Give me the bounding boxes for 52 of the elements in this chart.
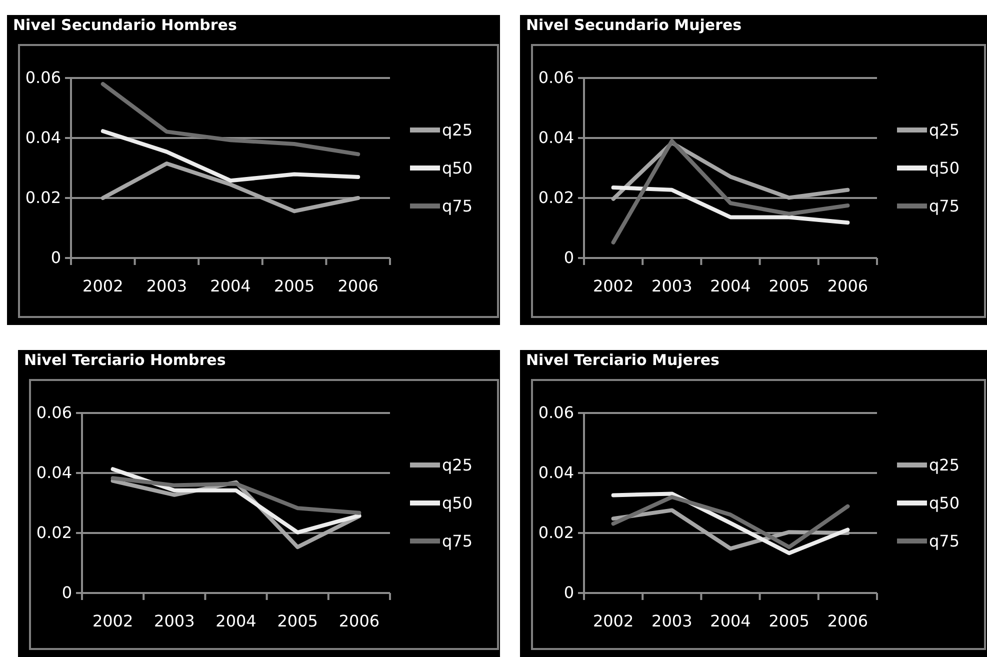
x-tick-label: 2005 — [277, 611, 318, 630]
y-tick-label: 0.04 — [538, 128, 574, 148]
y-tick-label: 0.04 — [25, 128, 61, 148]
legend-label: q75 — [929, 196, 960, 216]
y-tick-label: 0.04 — [36, 463, 72, 482]
legend-label: q50 — [442, 158, 473, 178]
x-tick-label: 2002 — [82, 276, 124, 296]
x-tick-label: 2003 — [652, 611, 692, 630]
y-tick-label: 0.04 — [538, 463, 574, 482]
legend-label: q75 — [929, 532, 960, 551]
legend-label: q50 — [442, 494, 473, 513]
y-tick-label: 0.02 — [538, 188, 574, 208]
legend-label: q25 — [442, 456, 473, 475]
x-tick-label: 2006 — [827, 611, 868, 630]
x-tick-label: 2002 — [592, 276, 634, 296]
x-tick-label: 2005 — [274, 276, 315, 296]
x-tick-label: 2005 — [768, 276, 810, 296]
chart-title: Nivel Secundario Mujeres — [526, 16, 742, 34]
x-tick-label: 2003 — [154, 611, 195, 630]
chart-title: Nivel Terciario Mujeres — [526, 351, 720, 369]
y-tick-label: 0.02 — [36, 523, 72, 542]
x-tick-label: 2004 — [216, 611, 256, 630]
chart-title: Nivel Secundario Hombres — [13, 16, 237, 34]
y-tick-label: 0 — [62, 583, 72, 602]
legend-label: q25 — [442, 120, 473, 140]
x-tick-label: 2004 — [210, 276, 251, 296]
y-tick-label: 0.06 — [538, 68, 574, 88]
y-tick-label: 0.02 — [538, 523, 574, 542]
y-tick-label: 0.06 — [538, 403, 574, 422]
x-tick-label: 2006 — [338, 611, 380, 630]
legend-label: q75 — [442, 196, 473, 216]
y-tick-label: 0.02 — [25, 188, 61, 208]
legend-label: q50 — [929, 494, 960, 513]
x-tick-label: 2006 — [827, 276, 868, 296]
x-tick-label: 2005 — [768, 611, 810, 630]
x-tick-label: 2004 — [710, 611, 751, 630]
chart-title: Nivel Terciario Hombres — [24, 351, 226, 369]
legend-label: q75 — [442, 532, 473, 551]
x-tick-label: 2004 — [710, 276, 751, 296]
y-tick-label: 0.06 — [36, 403, 72, 422]
x-tick-label: 2003 — [652, 276, 692, 296]
x-tick-label: 2002 — [92, 611, 134, 630]
y-tick-label: 0 — [564, 248, 574, 268]
legend-label: q25 — [929, 120, 960, 140]
x-tick-label: 2002 — [592, 611, 634, 630]
y-tick-label: 0.06 — [25, 68, 61, 88]
y-tick-label: 0 — [50, 248, 61, 268]
legend-label: q50 — [929, 158, 960, 178]
y-tick-label: 0 — [564, 583, 574, 602]
legend-label: q25 — [929, 456, 960, 475]
x-tick-label: 2003 — [146, 276, 188, 296]
x-tick-label: 2006 — [338, 276, 378, 296]
